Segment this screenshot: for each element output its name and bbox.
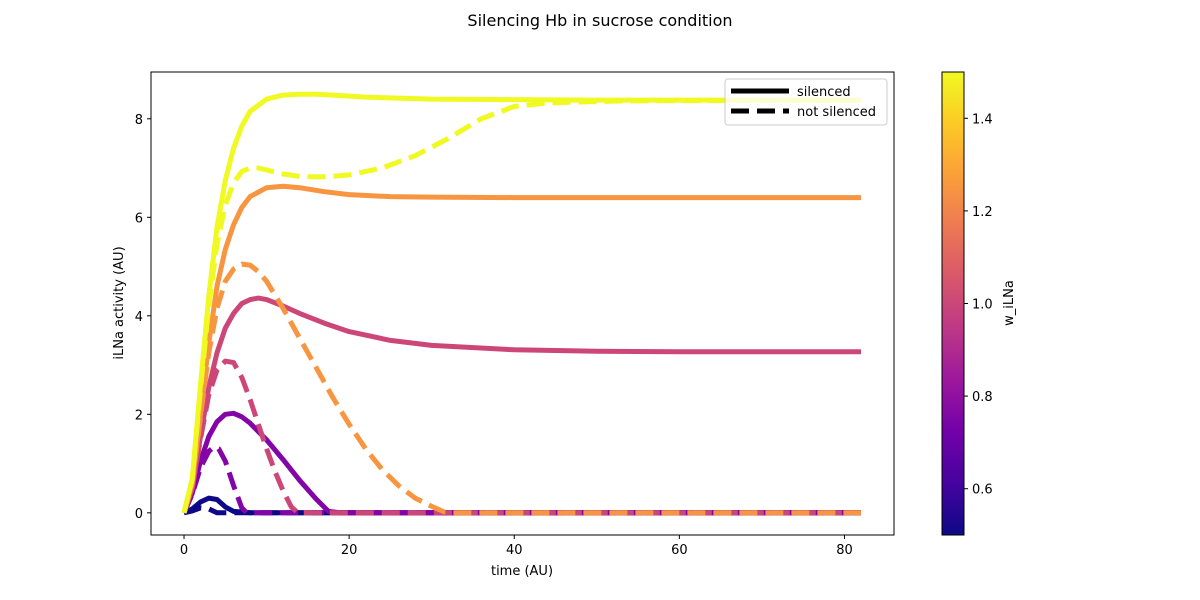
series-group	[181, 91, 861, 516]
x-tick-label: 80	[836, 543, 853, 558]
series-line-not-silenced-w0_5	[183, 505, 861, 516]
colorbar-tick-label: 0.8	[972, 390, 993, 405]
colorbar-label: w_iLNa	[1002, 280, 1017, 326]
y-tick-label: 0	[135, 507, 143, 522]
colorbar-ticks: 0.6 0.8 1.0 1.2 1.4	[964, 112, 993, 498]
series-line-not-silenced-w0_75	[181, 444, 861, 516]
series-line-silenced-w1	[181, 295, 861, 514]
y-tick-label: 2	[135, 408, 143, 423]
legend: silenced not silenced	[724, 78, 888, 126]
y-tick-label: 4	[135, 310, 143, 325]
colorbar: 0.6 0.8 1.0 1.2 1.4 w_iLNa	[941, 71, 1017, 536]
x-axis-label: time (AU)	[491, 564, 553, 579]
x-tick-label: 0	[180, 543, 188, 558]
series-line-silenced-w0_75	[181, 410, 861, 516]
colorbar-tick-label: 1.0	[972, 298, 993, 313]
plot-frame	[150, 71, 895, 536]
colorbar-tick-label: 1.4	[972, 112, 993, 127]
x-axis: 0 20 40 60 80	[180, 535, 853, 558]
colorbar-tick-label: 0.6	[972, 483, 993, 498]
series-line-not-silenced-w1_5	[181, 98, 861, 514]
plot-background	[151, 72, 894, 535]
colorbar-tick-label: 1.2	[972, 205, 993, 220]
y-axis-label: iLNa activity (AU)	[112, 246, 127, 359]
legend-label-not-silenced: not silenced	[797, 105, 876, 120]
x-tick-label: 20	[341, 543, 358, 558]
series-line-not-silenced-w1_25	[181, 261, 861, 516]
y-tick-label: 6	[135, 211, 143, 226]
x-tick-label: 60	[671, 543, 688, 558]
legend-label-silenced: silenced	[797, 85, 851, 100]
x-tick-label: 40	[506, 543, 523, 558]
colorbar-gradient	[942, 72, 964, 535]
series-line-not-silenced-w1	[181, 358, 861, 516]
y-axis: 0 2 4 6 8	[135, 113, 151, 522]
chart-title: Silencing Hb in sucrose condition	[467, 11, 732, 30]
y-tick-label: 8	[135, 113, 143, 128]
plot-area	[150, 71, 895, 536]
